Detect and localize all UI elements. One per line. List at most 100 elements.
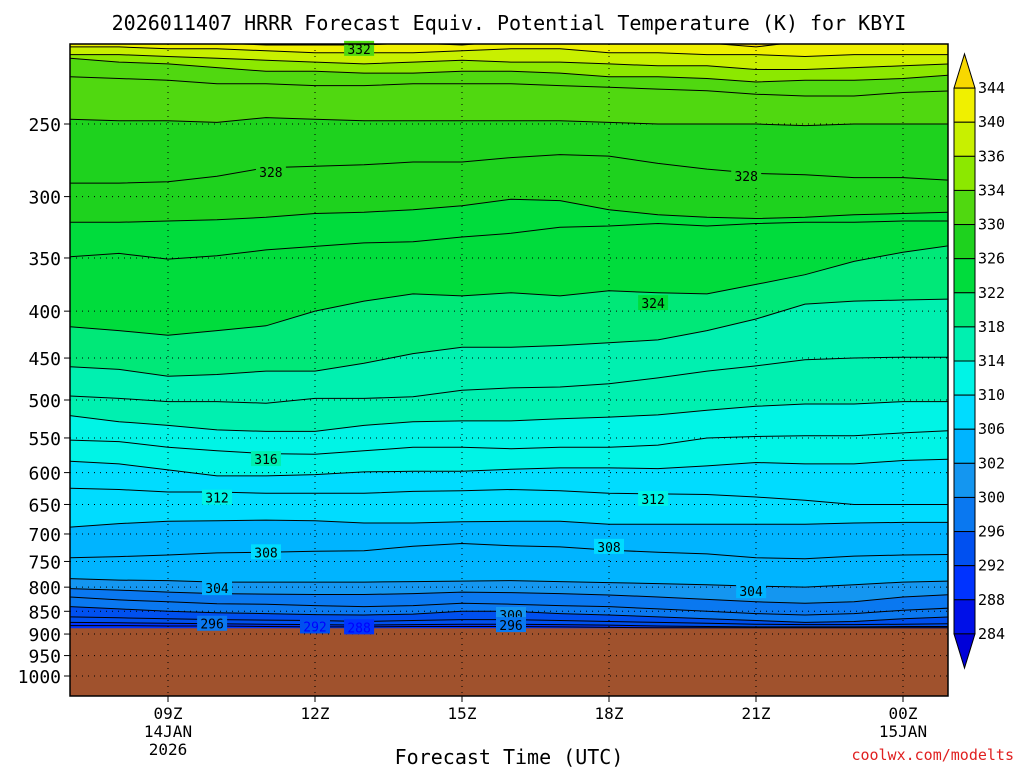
colorbar-label: 302 — [978, 454, 1005, 472]
colorbar-label: 306 — [978, 420, 1005, 438]
contour-label-bg — [731, 168, 762, 184]
y-tick-label: 550 — [28, 429, 61, 450]
contour-line-306 — [70, 519, 948, 528]
y-tick-label: 300 — [28, 188, 61, 209]
contour-label-text: 308 — [254, 546, 277, 561]
colorbar: 284 288 292 296 300 302 306 310 314 318 322 326 330 3… — [953, 52, 1005, 670]
contour-line-324 — [70, 220, 948, 260]
x-tick-label: 2026 — [149, 740, 188, 759]
ground-fill — [70, 628, 948, 696]
colorbar-label: 322 — [978, 284, 1005, 302]
contour-label-text: 312 — [205, 492, 228, 507]
colorbar-label: 334 — [978, 181, 1005, 199]
contour-label-text: 292 — [303, 620, 326, 635]
contour-label-bg — [736, 583, 767, 599]
y-tick-label: 950 — [28, 647, 61, 668]
colorbar-segment — [953, 258, 976, 294]
contour-band-324 — [70, 221, 948, 336]
contour-label-bg — [344, 619, 375, 635]
contour-band-340 — [70, 46, 948, 70]
contour-label-text: 288 — [347, 621, 370, 636]
contour-band-304 — [70, 543, 948, 588]
colorbar-arrow-bottom — [953, 633, 976, 670]
contour-band-334 — [70, 58, 948, 96]
y-tick-label: 450 — [28, 349, 61, 370]
contour-line-304 — [70, 542, 948, 560]
contour-label: 308 — [594, 538, 624, 556]
contour-band-316 — [70, 357, 948, 432]
y-tick-label: 700 — [28, 525, 61, 546]
contour-line-332 — [70, 76, 948, 97]
contour-band-326 — [70, 199, 948, 260]
colorbar-label: 330 — [978, 216, 1005, 234]
contour-label: 304 — [736, 583, 767, 600]
contour-lines — [70, 44, 948, 629]
contour-label-text: 312 — [641, 493, 664, 508]
colorbar-label: 292 — [978, 557, 1005, 575]
colorbar-segment — [953, 496, 976, 533]
colorbar-segment — [953, 565, 976, 601]
colorbar-label: 344 — [978, 79, 1005, 97]
contour-line-340 — [70, 46, 948, 58]
contour-label-text: 308 — [597, 541, 620, 556]
contour-line-312 — [70, 430, 948, 455]
contour-label-bg — [251, 451, 281, 467]
y-tick-label: 800 — [28, 578, 61, 599]
plot-frame — [69, 43, 949, 697]
contour-band-306 — [70, 520, 948, 559]
contour-label: 316 — [251, 451, 281, 468]
colorbar-segment — [953, 462, 976, 498]
contour-label: 296 — [197, 615, 228, 633]
y-tick-label: 350 — [28, 249, 61, 270]
contour-label-text: 296 — [499, 619, 522, 634]
contour-line-316 — [70, 356, 948, 404]
colorbar-segment — [953, 189, 976, 226]
colorbar-segment — [953, 292, 976, 328]
y-tick-label: 250 — [28, 115, 61, 136]
colorbar-label: 314 — [978, 352, 1005, 370]
contour-label-text: 324 — [641, 297, 665, 312]
x-tick-label: 00Z — [889, 704, 918, 723]
contour-line-318 — [70, 298, 948, 377]
contour-label-bg — [638, 490, 669, 506]
contour-label: 312 — [638, 490, 669, 508]
colorbar-segment — [953, 428, 976, 464]
contour-label-text: 328 — [259, 166, 282, 181]
contour-line-336 — [70, 54, 948, 70]
contour-line-322 — [70, 245, 948, 336]
colorbar-label: 288 — [978, 591, 1005, 609]
colorbar-segment — [953, 531, 976, 567]
contour-line-330 — [70, 117, 948, 127]
chart-title: 2026011407 HRRR Forecast Equiv. Potentia… — [112, 11, 907, 35]
colorbar-segment — [953, 121, 976, 157]
contour-label-bg — [251, 544, 281, 560]
contour-line-310 — [70, 458, 948, 477]
contour-label-text: 304 — [205, 582, 229, 597]
colorbar-label: 296 — [978, 523, 1005, 541]
contour-band-312 — [70, 430, 948, 476]
x-tick-label: 09Z — [154, 704, 183, 723]
contour-label: 308 — [251, 544, 281, 561]
y-tick-label: 1000 — [18, 667, 61, 688]
contour-band-302 — [70, 578, 948, 604]
contour-band-308 — [70, 488, 948, 528]
y-tick-label: 850 — [28, 602, 61, 623]
contour-label-text: 332 — [347, 43, 370, 58]
colorbar-label: 318 — [978, 318, 1005, 336]
contour-band-300 — [70, 588, 948, 615]
colorbar-label: 284 — [978, 625, 1005, 643]
y-tick-label: 650 — [28, 495, 61, 516]
contour-band-332 — [70, 76, 948, 126]
contour-label: 328 — [731, 168, 762, 185]
colorbar-label: 340 — [978, 113, 1005, 131]
contour-label-bg — [300, 618, 330, 634]
colorbar-segment — [953, 224, 976, 260]
colorbar-label: 326 — [978, 250, 1005, 268]
contour-line-314 — [70, 401, 948, 432]
contour-label-bg — [255, 163, 286, 179]
y-tick-label: 600 — [28, 464, 61, 485]
colorbar-label: 300 — [978, 488, 1005, 506]
